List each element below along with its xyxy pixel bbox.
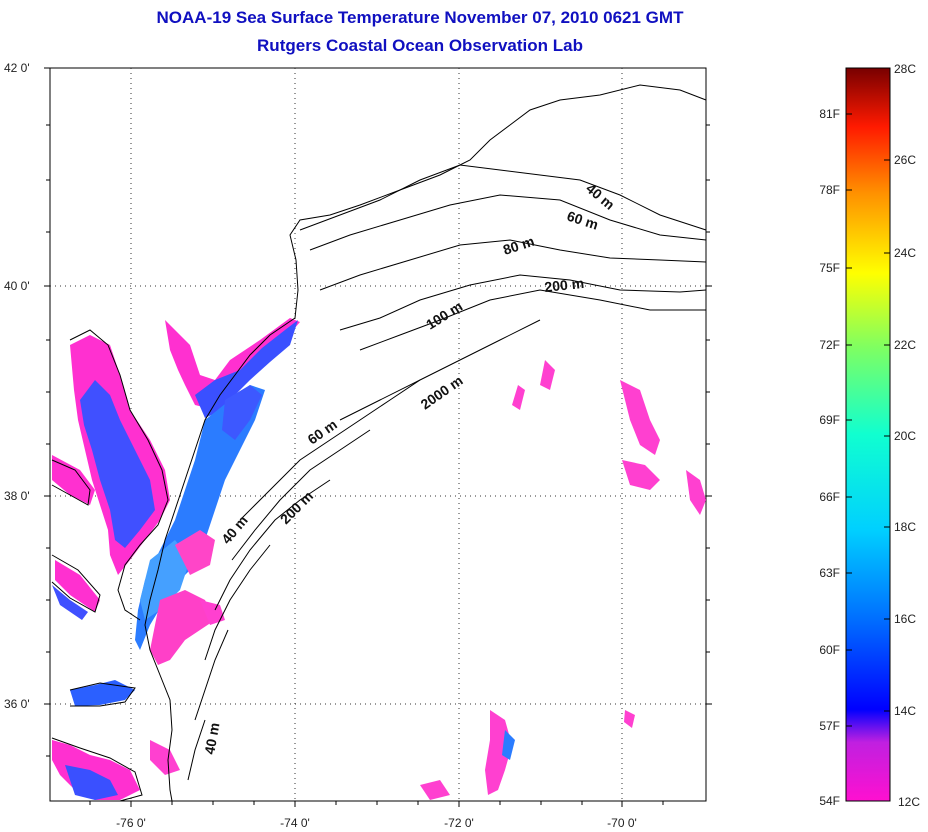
lon-label-74: -74 0' [280, 816, 310, 830]
graticule [50, 68, 706, 801]
colorbar-f-78: 78F [819, 183, 840, 197]
colorbar-f-57: 57F [819, 719, 840, 733]
lat-label-36: 36 0' [4, 697, 30, 711]
bathymetry-contours [51, 84, 707, 802]
lon-label-72: -72 0' [444, 816, 474, 830]
colorbar-ticks [846, 113, 890, 727]
colorbar-c-22: 22C [894, 338, 916, 352]
colorbar-c-28: 28C [894, 62, 916, 76]
lat-label-42: 42 0' [4, 61, 30, 75]
map-title: NOAA-19 Sea Surface Temperature November… [156, 8, 684, 27]
contour-label-40m-south: 40 m [201, 721, 222, 755]
sst-data [52, 318, 706, 800]
colorbar-f-75: 75F [819, 261, 840, 275]
colorbar-f-66: 66F [819, 490, 840, 504]
lon-label-70: -70 0' [607, 816, 637, 830]
colorbar-f-69: 69F [819, 413, 840, 427]
colorbar-f-60: 60F [819, 643, 840, 657]
colorbar-f-54: 54F [819, 794, 840, 808]
colorbar-f-81: 81F [819, 107, 840, 121]
colorbar-c-26: 26C [894, 153, 916, 167]
colorbar-c-20: 20C [894, 429, 916, 443]
lon-label-76: -76 0' [116, 816, 146, 830]
contour-label-200m-north: 200 m [544, 275, 585, 295]
colorbar-c-16: 16C [894, 612, 916, 626]
lat-label-40: 40 0' [4, 279, 30, 293]
lat-label-38: 38 0' [4, 489, 30, 503]
colorbar-f-63: 63F [819, 566, 840, 580]
colorbar-c-12: 12C [898, 795, 920, 809]
map-subtitle: Rutgers Coastal Ocean Observation Lab [257, 36, 583, 55]
colorbar-c-24: 24C [894, 246, 916, 260]
colorbar-c-14: 14C [894, 704, 916, 718]
axis-ticks [44, 67, 712, 807]
map-frame [49, 67, 707, 802]
colorbar-f-72: 72F [819, 338, 840, 352]
colorbar-c-18: 18C [894, 520, 916, 534]
colorbar [845, 67, 891, 802]
